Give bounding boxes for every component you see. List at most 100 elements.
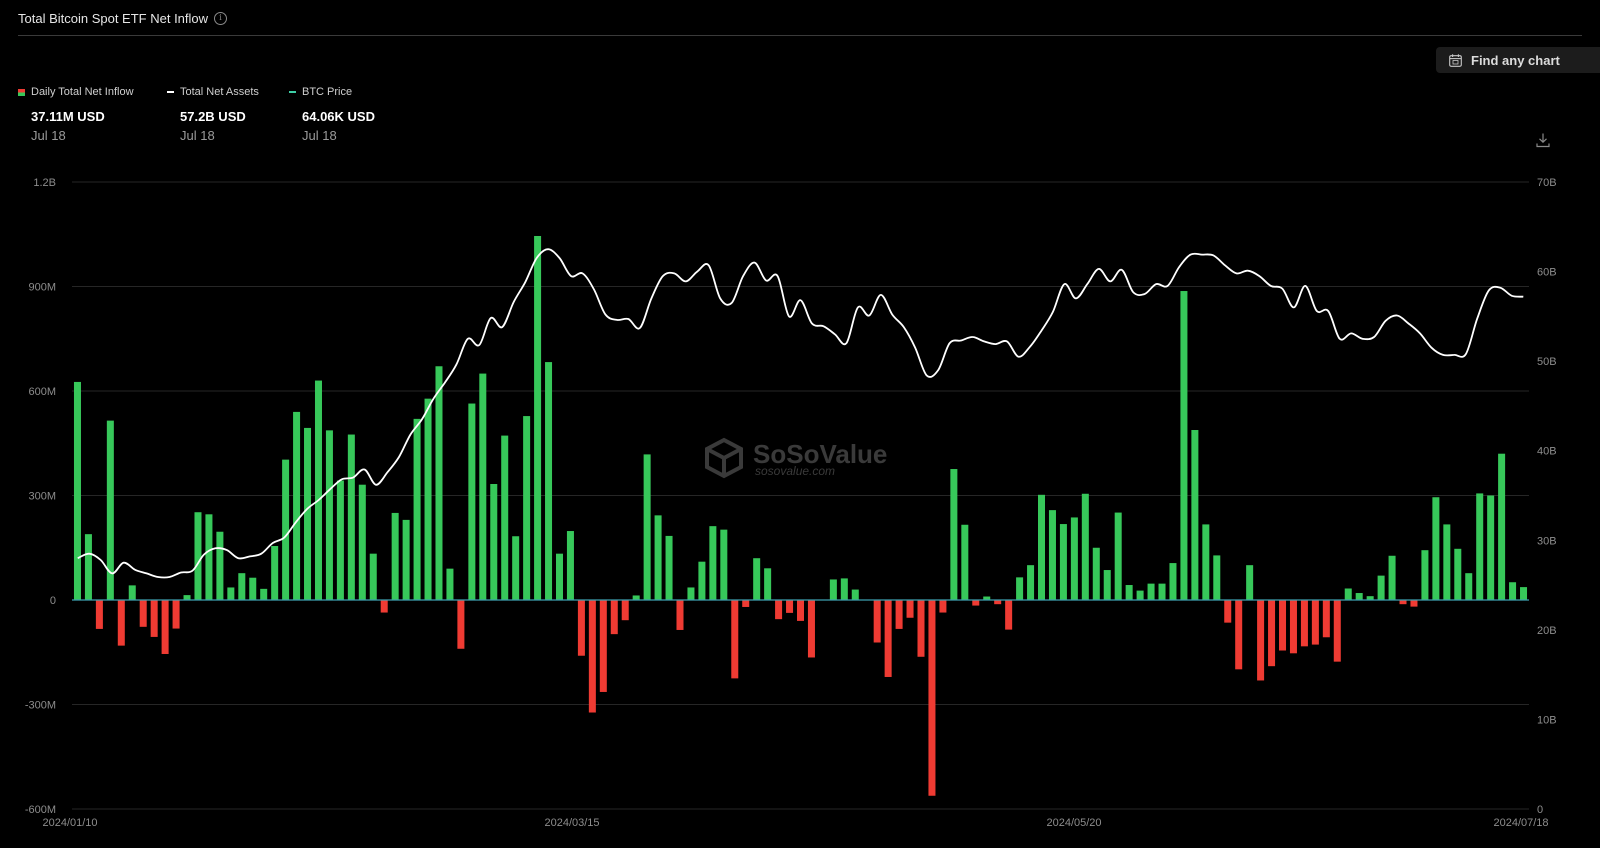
inflow-bar[interactable] [282,459,290,600]
inflow-bar[interactable] [676,600,684,630]
inflow-bar[interactable] [1114,512,1122,600]
inflow-bar[interactable] [545,362,553,600]
inflow-bar[interactable] [534,235,542,601]
inflow-bar[interactable] [402,519,410,600]
inflow-bar[interactable] [588,600,596,713]
inflow-bar[interactable] [1202,524,1210,600]
inflow-bar[interactable] [1224,600,1232,623]
inflow-bar[interactable] [380,600,388,613]
inflow-bar[interactable] [972,600,980,606]
inflow-bar[interactable] [172,600,180,629]
inflow-bar[interactable] [369,553,377,600]
inflow-bar[interactable] [1487,495,1495,601]
inflow-bar[interactable] [1377,575,1385,600]
inflow-bar[interactable] [1520,587,1528,600]
inflow-bar[interactable] [566,531,574,600]
inflow-bar[interactable] [1410,600,1418,607]
inflow-bar[interactable] [786,600,794,613]
inflow-bar[interactable] [194,512,202,600]
inflow-bar[interactable] [1399,600,1407,605]
inflow-bar[interactable] [720,529,728,600]
inflow-bar[interactable] [1333,600,1341,662]
inflow-bar[interactable] [1092,547,1100,600]
inflow-bar[interactable] [1070,517,1078,600]
inflow-bar[interactable] [1454,548,1462,600]
inflow-bar[interactable] [829,579,837,600]
inflow-bar[interactable] [1322,600,1330,638]
inflow-bar[interactable] [1289,600,1297,654]
inflow-bar[interactable] [939,600,947,613]
inflow-bar[interactable] [873,600,881,643]
inflow-bar[interactable] [742,600,750,607]
inflow-bar[interactable] [314,380,322,600]
inflow-bar[interactable] [1158,583,1166,600]
inflow-bar[interactable] [1311,600,1319,645]
inflow-bar[interactable] [260,588,268,600]
inflow-bar[interactable] [555,553,563,600]
inflow-bar[interactable] [610,600,618,635]
inflow-bar[interactable] [764,568,772,600]
inflow-bar[interactable] [205,514,213,600]
inflow-bar[interactable] [599,600,607,692]
legend-item-daily-net-inflow[interactable]: Daily Total Net Inflow 37.11M USD Jul 18 [18,84,167,143]
inflow-bar[interactable] [161,600,169,654]
inflow-bar[interactable] [1125,585,1133,600]
inflow-bar[interactable] [731,600,739,679]
inflow-bar[interactable] [1213,555,1221,600]
inflow-bar[interactable] [84,534,92,600]
inflow-bar[interactable] [457,600,465,649]
inflow-bar[interactable] [961,524,969,600]
inflow-bar[interactable] [577,600,585,656]
inflow-bar[interactable] [523,416,531,600]
inflow-bar[interactable] [928,600,936,796]
inflow-bar[interactable] [139,600,147,627]
inflow-bar[interactable] [1279,600,1287,651]
inflow-bar[interactable] [512,536,520,600]
inflow-bar[interactable] [950,469,958,600]
inflow-bar[interactable] [1027,565,1035,600]
inflow-bar[interactable] [709,526,717,600]
info-icon[interactable]: i [214,11,228,25]
inflow-bar[interactable] [983,596,991,600]
inflow-bar[interactable] [1147,583,1155,600]
inflow-bar[interactable] [994,600,1002,605]
legend-item-btc-price[interactable]: BTC Price 64.06K USD Jul 18 [289,84,409,143]
inflow-bar[interactable] [1432,497,1440,600]
inflow-bar[interactable] [1081,493,1089,600]
inflow-bar[interactable] [501,435,509,600]
inflow-bar[interactable] [1038,494,1046,600]
inflow-bar[interactable] [413,418,421,600]
inflow-bar[interactable] [1235,600,1243,670]
inflow-bar[interactable] [216,531,224,600]
inflow-bar[interactable] [325,430,333,600]
inflow-bar[interactable] [1246,565,1254,600]
inflow-bar[interactable] [1191,430,1199,600]
inflow-bar[interactable] [1388,555,1396,600]
inflow-bar[interactable] [446,568,454,600]
inflow-bar[interactable] [1180,291,1188,600]
inflow-bar[interactable] [1421,550,1429,600]
inflow-bar[interactable] [1268,600,1276,667]
inflow-bar[interactable] [1476,493,1484,600]
legend-item-total-net-assets[interactable]: Total Net Assets 57.2B USD Jul 18 [167,84,289,143]
inflow-bar[interactable] [665,535,673,600]
inflow-bar[interactable] [1016,577,1024,600]
inflow-bar[interactable] [775,600,783,620]
download-icon[interactable] [1535,132,1551,148]
inflow-bar[interactable] [807,600,815,658]
inflow-bar[interactable] [895,600,903,629]
inflow-bar[interactable] [621,600,629,621]
inflow-bar[interactable] [468,403,476,600]
inflow-bar[interactable] [753,558,761,600]
inflow-bar[interactable] [1509,582,1517,600]
inflow-bar[interactable] [1366,596,1374,600]
inflow-bar[interactable] [1344,588,1352,601]
inflow-bar[interactable] [851,589,859,600]
inflow-bar[interactable] [1059,524,1067,600]
inflow-bar[interactable] [643,454,651,600]
inflow-bar[interactable] [632,595,640,600]
inflow-bar[interactable] [293,411,301,600]
inflow-bar[interactable] [479,373,487,600]
inflow-bar[interactable] [391,512,399,600]
inflow-bar[interactable] [435,366,443,600]
